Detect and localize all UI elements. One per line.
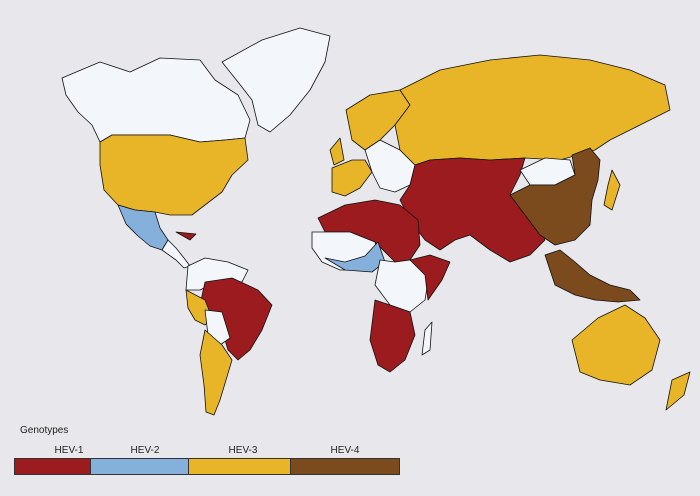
legend-label: HEV-3 [228, 445, 258, 456]
japan-hev3 [603, 169, 621, 211]
australia-hev3 [571, 304, 661, 386]
asia-hev1 [399, 157, 546, 263]
legend-swatch-hev3 [188, 458, 298, 475]
russia-hev3 [394, 54, 671, 166]
southeast-asia-hev4 [544, 249, 641, 303]
legend-label: HEV-2 [130, 445, 160, 456]
legend-swatch-hev2 [90, 458, 200, 475]
horn-africa-hev1 [409, 254, 451, 301]
cuba [175, 231, 197, 241]
madagascar [421, 321, 433, 356]
central-america [161, 239, 191, 269]
central-africa [374, 259, 431, 313]
legend-item-hev4: HEV-4 [290, 444, 400, 475]
legend-item-hev2: HEV-2 [90, 444, 200, 475]
legend-swatch-hev4 [290, 458, 400, 475]
western-europe-hev3 [331, 159, 373, 197]
north-america-hev3 [99, 134, 249, 216]
canada-north [61, 57, 251, 143]
new-zealand-hev3 [665, 371, 691, 411]
southern-africa-hev1 [369, 299, 416, 373]
legend-label: HEV-4 [330, 445, 360, 456]
south-america-north [185, 257, 249, 291]
greenland [221, 27, 331, 133]
legend-title: Genotypes [20, 425, 69, 436]
west-africa-hev2 [324, 241, 386, 273]
legend-item-hev3: HEV-3 [188, 444, 298, 475]
argentina-hev3 [199, 329, 233, 416]
china-hev4 [509, 147, 601, 246]
legend-label: HEV-1 [54, 445, 84, 456]
uk [329, 137, 345, 166]
